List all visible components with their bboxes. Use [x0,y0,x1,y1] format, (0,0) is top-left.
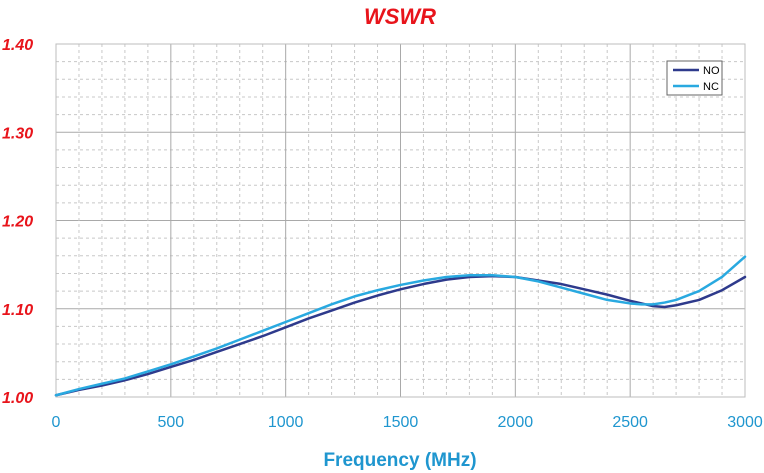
legend-label-no: NO [703,65,720,77]
x-axis: 0 500 1000 1500 2000 2500 3000 [52,414,763,431]
y-tick-label: 1.30 [2,125,33,142]
legend-box [666,60,723,96]
x-tick-label: 3000 [727,414,763,431]
y-tick-label: 1.40 [2,37,33,54]
series-line-nc [54,255,747,397]
y-tick-label: 1.20 [2,214,33,231]
x-tick-label: 0 [52,414,61,431]
series-group [54,255,747,397]
grid [56,44,745,397]
x-tick-label: 2000 [498,414,534,431]
y-axis: 1.00 1.10 1.20 1.30 1.40 [2,37,33,407]
chart-title: WSWR [364,4,436,29]
x-tick-label: 1000 [268,414,304,431]
x-tick-label: 500 [157,414,184,431]
plot-area [55,43,746,398]
x-axis-label: Frequency (MHz) [323,450,476,471]
x-tick-label: 1500 [383,414,419,431]
legend: NO NC [666,60,723,96]
legend-label-nc: NC [703,81,719,93]
x-tick-label: 2500 [612,414,648,431]
y-tick-label: 1.00 [2,390,33,407]
y-tick-label: 1.10 [2,302,33,319]
